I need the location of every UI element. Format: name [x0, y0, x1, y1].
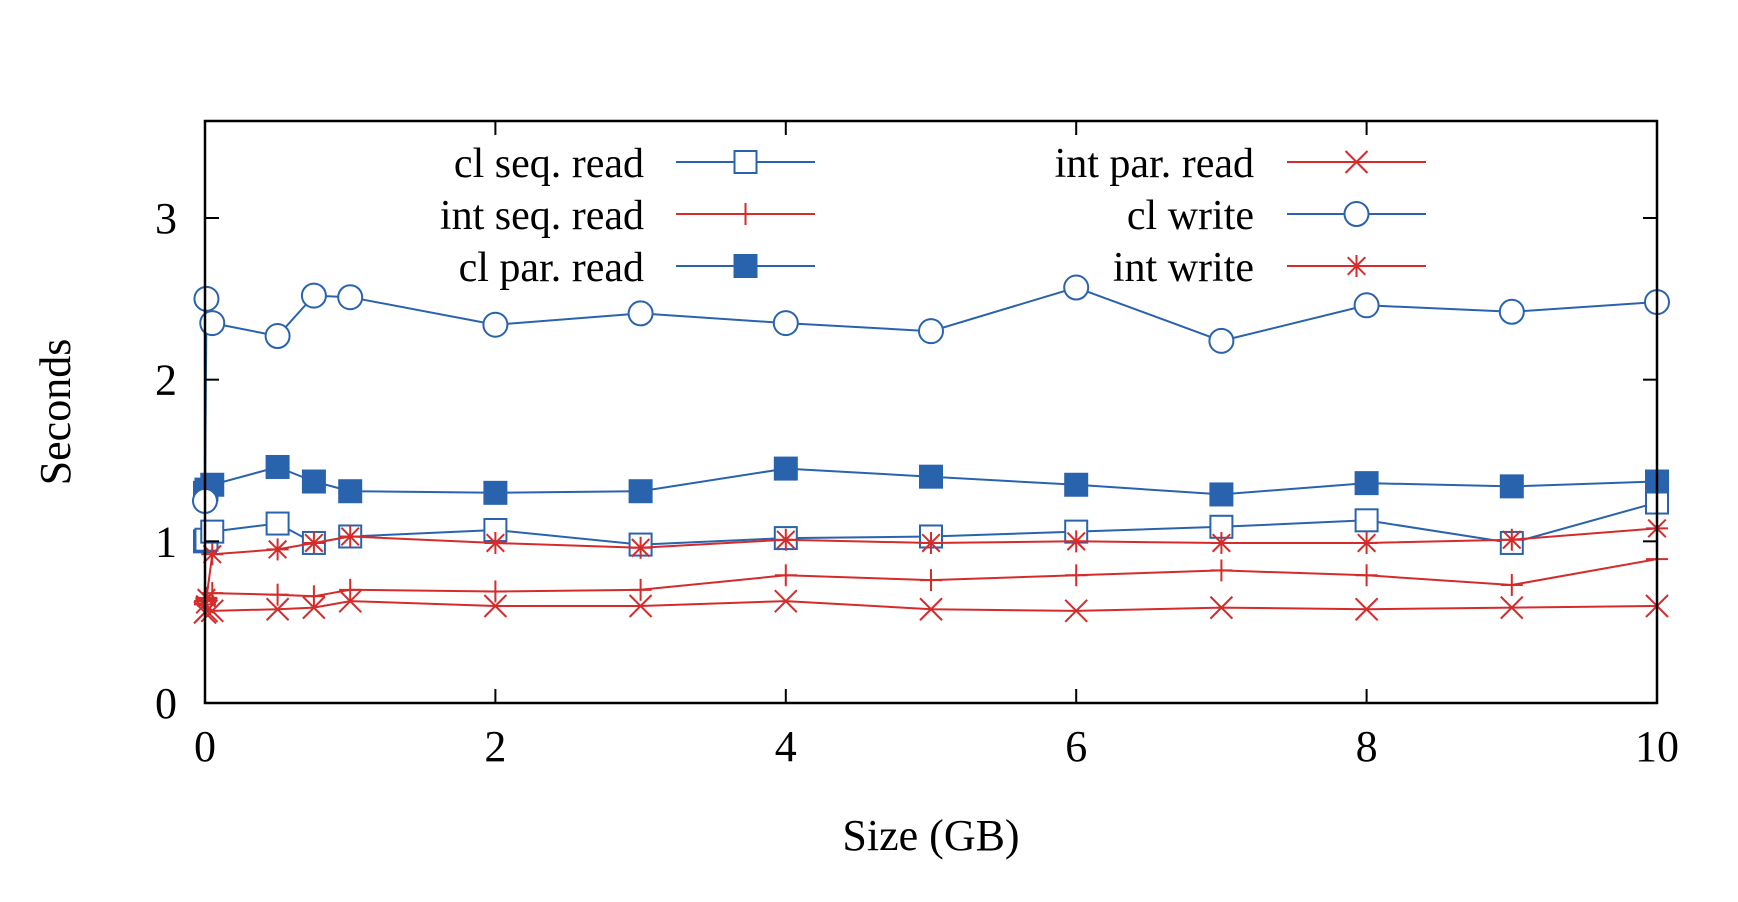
x-tick-label: 4	[775, 722, 797, 771]
legend-item-cl-write: cl write	[1127, 193, 1426, 239]
data-point-cl-par-read	[773, 456, 798, 481]
legend-marker-int-write	[1345, 255, 1368, 277]
data-point-cl-par-read	[338, 479, 363, 504]
y-tick-label: 1	[155, 517, 177, 566]
data-point-int-write	[339, 525, 362, 548]
data-point-int-seq-read	[266, 583, 289, 606]
data-point-int-write	[1355, 531, 1378, 554]
data-point-cl-write	[1353, 292, 1380, 319]
data-point-int-write	[774, 528, 797, 551]
data-point-int-par-read	[628, 594, 653, 618]
data-point-int-write	[1500, 528, 1523, 551]
x-tick-label: 10	[1635, 722, 1679, 771]
data-point-int-par-read	[1354, 597, 1379, 621]
data-point-cl-write	[337, 284, 364, 311]
x-tick-label: 8	[1356, 722, 1378, 771]
data-point-int-write	[195, 586, 218, 609]
data-point-cl-write	[193, 285, 220, 312]
data-point-cl-par-read	[1354, 471, 1379, 496]
x-tick-label: 2	[484, 722, 506, 771]
data-point-cl-write	[1063, 274, 1090, 301]
legend-label: int write	[1113, 245, 1254, 291]
data-point-int-par-read	[1209, 595, 1234, 620]
legend-marker-cl-seq-read	[733, 150, 758, 174]
legend: cl seq. read int seq. read cl par. read int…	[440, 141, 1426, 291]
data-point-int-write	[920, 531, 942, 554]
y-axis-label: Seconds	[31, 339, 80, 486]
data-point-cl-write	[1498, 298, 1525, 325]
x-tick-label: 0	[194, 722, 216, 771]
plot-frame	[203, 119, 1659, 705]
data-point-int-par-read	[919, 597, 943, 621]
data-point-int-seq-read	[920, 569, 942, 592]
legend-marker-cl-write	[1343, 201, 1370, 227]
data-point-int-seq-read	[774, 564, 797, 587]
data-point-cl-write	[199, 310, 226, 337]
data-point-int-seq-read	[629, 578, 652, 601]
data-point-int-par-read	[338, 589, 362, 613]
data-point-cl-write	[772, 310, 799, 337]
series-line-int-par-read	[204, 600, 1658, 614]
legend-item-int-write: int write	[1113, 245, 1426, 291]
ticks-layer: 0 2 4 6 8 10 0 1 2 3	[155, 121, 1679, 771]
data-point-int-par-read	[483, 594, 508, 618]
data-point-int-seq-read	[302, 585, 325, 608]
legend-label: cl write	[1127, 193, 1254, 239]
y-tick-label: 2	[155, 356, 177, 405]
data-point-int-write	[266, 538, 289, 561]
data-point-int-write	[1065, 530, 1088, 553]
data-point-cl-seq-read	[265, 511, 290, 536]
x-tick-label: 6	[1065, 722, 1087, 771]
legend-marker-int-seq-read	[734, 203, 757, 225]
data-point-int-write	[302, 531, 325, 554]
series-layer	[192, 274, 1670, 625]
y-tick-label: 3	[155, 194, 177, 243]
data-point-int-write	[484, 531, 507, 554]
series-int-par-read	[193, 589, 1669, 625]
data-point-int-par-read	[1064, 599, 1088, 623]
data-point-int-seq-read	[1500, 573, 1523, 596]
legend-item-cl-par-read: cl par. read	[459, 245, 815, 291]
data-point-cl-seq-read	[200, 519, 225, 544]
data-point-cl-par-read	[265, 454, 290, 479]
data-point-cl-par-read	[1064, 472, 1089, 497]
data-point-int-par-read	[774, 589, 798, 613]
data-point-int-seq-read	[1210, 559, 1233, 582]
legend-label: int seq. read	[440, 193, 644, 239]
x-axis-label: Size (GB)	[842, 811, 1019, 860]
data-point-int-seq-read	[1065, 564, 1088, 587]
data-point-int-seq-read	[339, 578, 362, 601]
data-point-cl-write	[627, 300, 654, 327]
data-point-cl-write	[482, 311, 509, 338]
series-cl-par-read	[193, 454, 1669, 507]
data-point-int-write	[1210, 531, 1233, 554]
data-point-cl-write	[300, 282, 327, 309]
data-point-cl-par-read	[483, 480, 508, 505]
data-point-cl-write	[264, 323, 291, 350]
data-point-int-par-read	[265, 597, 290, 621]
legend-item-int-par-read: int par. read	[1055, 141, 1426, 187]
data-point-cl-par-read	[1209, 482, 1234, 507]
data-point-int-seq-read	[1355, 564, 1378, 587]
data-point-cl-par-read	[1499, 474, 1524, 499]
legend-marker-cl-par-read	[733, 254, 758, 278]
data-point-cl-seq-read	[1354, 508, 1379, 533]
legend-marker-int-par-read	[1344, 150, 1369, 174]
data-point-cl-par-read	[301, 469, 326, 494]
legend-item-int-seq-read: int seq. read	[440, 193, 815, 239]
data-point-cl-par-read	[919, 464, 943, 489]
data-point-int-par-read	[302, 595, 326, 620]
data-point-int-par-read	[1500, 595, 1524, 620]
legend-item-cl-seq-read: cl seq. read	[454, 141, 815, 187]
data-point-cl-write	[1208, 327, 1235, 354]
data-point-cl-par-read	[628, 479, 653, 504]
data-point-cl-write	[918, 318, 944, 345]
y-tick-label: 0	[155, 679, 177, 728]
legend-label: cl seq. read	[454, 141, 644, 187]
legend-label: int par. read	[1055, 141, 1254, 187]
data-point-int-write	[629, 536, 652, 559]
data-point-int-seq-read	[484, 580, 507, 603]
legend-label: cl par. read	[459, 245, 644, 291]
